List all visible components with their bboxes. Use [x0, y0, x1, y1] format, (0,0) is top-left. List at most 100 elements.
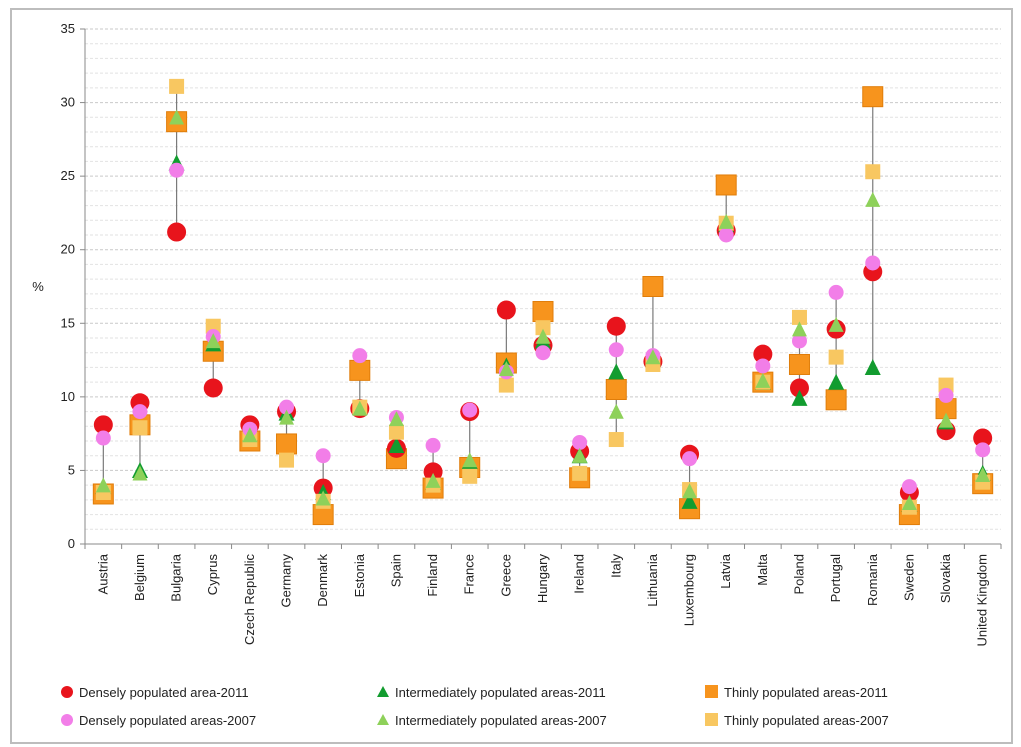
- data-point: [864, 358, 881, 375]
- data-point: [532, 301, 554, 323]
- data-point: [865, 191, 881, 207]
- category-label: Austria: [95, 553, 110, 594]
- data-point: [169, 109, 185, 125]
- data-point: [755, 358, 771, 374]
- data-point: [498, 361, 514, 377]
- legend-marker: [61, 686, 73, 698]
- legend-marker: [377, 714, 389, 725]
- category-label: Denmark: [315, 554, 330, 607]
- y-tick-label: 25: [61, 168, 75, 183]
- data-point: [718, 213, 734, 229]
- data-point: [791, 389, 808, 406]
- axes: [80, 28, 1002, 549]
- data-point: [975, 467, 991, 483]
- data-point: [682, 483, 698, 499]
- data-point: [93, 415, 113, 435]
- data-point: [828, 373, 845, 390]
- category-label: Sweden: [901, 554, 916, 601]
- legend-label: Intermediately populated areas-2011: [395, 685, 606, 700]
- y-tick-label: 0: [68, 536, 75, 551]
- data-point: [606, 316, 626, 336]
- legend-item: Intermediately populated areas-2007: [377, 713, 607, 728]
- data-point: [791, 309, 807, 325]
- data-point: [205, 333, 221, 349]
- data-point: [205, 318, 221, 334]
- data-point: [755, 372, 771, 388]
- data-point: [938, 412, 954, 428]
- data-point: [865, 255, 881, 271]
- data-point: [352, 400, 368, 416]
- legend-label: Densely populated area-2011: [79, 685, 249, 700]
- data-point: [789, 378, 809, 398]
- y-tick-label: 5: [68, 462, 75, 477]
- legend-item: Densely populated areas-2007: [61, 713, 256, 728]
- legend: Densely populated area-2011 Intermediatel…: [61, 685, 889, 728]
- data-point: [169, 162, 185, 178]
- data-point: [276, 433, 298, 455]
- category-label: Romania: [865, 553, 880, 606]
- data-point: [973, 428, 993, 448]
- data-point: [535, 328, 551, 344]
- category-label: Estonia: [352, 553, 367, 597]
- y-axis-label: %: [32, 279, 44, 294]
- data-point: [203, 378, 223, 398]
- data-point: [498, 377, 514, 393]
- data-point: [645, 349, 661, 365]
- data-point: [315, 490, 331, 506]
- data-point: [791, 333, 807, 349]
- data-point: [388, 411, 404, 427]
- data-point: [608, 342, 624, 358]
- data-point: [788, 353, 810, 375]
- data-point: [681, 492, 698, 509]
- category-label: Bulgaria: [169, 553, 184, 601]
- legend-label: Thinly populated areas-2007: [724, 713, 889, 728]
- data-point: [753, 344, 773, 364]
- data-point: [462, 452, 478, 468]
- data-point: [349, 359, 371, 381]
- data-point: [901, 494, 917, 510]
- data-point: [352, 348, 368, 364]
- y-tick-label: 30: [61, 95, 75, 110]
- data-point: [791, 321, 807, 337]
- category-label: Poland: [791, 554, 806, 594]
- data-point: [388, 424, 404, 440]
- data-point: [388, 436, 405, 453]
- category-label: Italy: [608, 554, 623, 578]
- data-point: [132, 404, 148, 420]
- data-point: [572, 434, 588, 450]
- data-point: [315, 448, 331, 464]
- category-label: Finland: [425, 554, 440, 597]
- legend-label: Thinly populated areas-2011: [724, 685, 888, 700]
- category-label: Latvia: [718, 553, 733, 588]
- data-point: [462, 468, 478, 484]
- category-label: Luxembourg: [682, 554, 697, 626]
- y-tick-label: 35: [61, 21, 75, 36]
- data-point: [608, 432, 624, 448]
- category-label: Belgium: [132, 554, 147, 601]
- y-tick-label: 15: [61, 315, 75, 330]
- category-label: United Kingdom: [975, 554, 990, 647]
- data-point: [535, 320, 551, 336]
- data-point: [242, 427, 258, 443]
- chart-svg: 0 5 10 15 20 25 30 35% Austria Belgium Bulgaria Cyp…: [32, 21, 1002, 728]
- data-point: [132, 420, 148, 436]
- data-point: [828, 349, 844, 365]
- range-lines: [102, 86, 984, 515]
- axis-labels: 0 5 10 15 20 25 30 35% Austria Belgium Bulgaria Cyp…: [32, 21, 989, 646]
- data-markers: [92, 78, 994, 526]
- category-label: Greece: [498, 554, 513, 597]
- data-point: [608, 403, 624, 419]
- legend-marker: [705, 685, 718, 698]
- legend-item: Intermediately populated areas-2011: [377, 685, 606, 700]
- data-point: [975, 442, 991, 458]
- category-label: Slovakia: [938, 553, 953, 603]
- data-point: [862, 86, 884, 108]
- series-thinly-populated-areas-2007: [95, 78, 991, 515]
- data-point: [642, 276, 664, 297]
- legend-label: Densely populated areas-2007: [79, 713, 256, 728]
- data-point: [169, 78, 185, 94]
- category-label: Hungary: [535, 554, 550, 604]
- category-label: Cyprus: [205, 554, 220, 596]
- legend-item: Thinly populated areas-2007: [705, 713, 889, 728]
- category-label: Germany: [279, 554, 294, 608]
